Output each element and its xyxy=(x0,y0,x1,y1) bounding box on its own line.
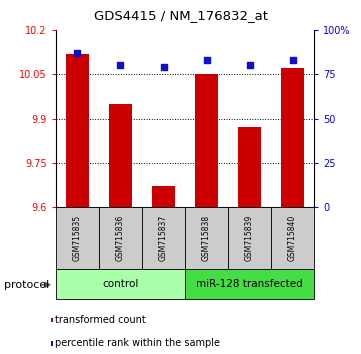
Text: transformed count: transformed count xyxy=(55,315,146,325)
Text: GSM715838: GSM715838 xyxy=(202,215,211,261)
Text: GSM715836: GSM715836 xyxy=(116,215,125,261)
Text: GSM715837: GSM715837 xyxy=(159,215,168,261)
Point xyxy=(247,63,252,68)
Text: miR-128 transfected: miR-128 transfected xyxy=(196,279,303,289)
Bar xyxy=(281,68,304,207)
Point xyxy=(75,50,81,56)
Bar xyxy=(271,207,314,269)
Bar xyxy=(152,187,175,207)
Text: percentile rank within the sample: percentile rank within the sample xyxy=(55,338,220,348)
Text: GSM715840: GSM715840 xyxy=(288,215,297,261)
Bar xyxy=(195,74,218,207)
Point xyxy=(290,57,295,63)
Bar xyxy=(56,207,99,269)
Bar xyxy=(228,207,271,269)
Text: control: control xyxy=(102,279,139,289)
Point xyxy=(204,57,209,63)
Bar xyxy=(185,207,228,269)
Bar xyxy=(99,207,142,269)
Text: GDS4415 / NM_176832_at: GDS4415 / NM_176832_at xyxy=(93,9,268,22)
Text: GSM715839: GSM715839 xyxy=(245,215,254,261)
Point xyxy=(118,63,123,68)
Bar xyxy=(185,269,314,299)
Bar xyxy=(56,269,185,299)
Text: protocol: protocol xyxy=(4,280,49,290)
Text: GSM715835: GSM715835 xyxy=(73,215,82,261)
Bar xyxy=(109,104,132,207)
Bar xyxy=(142,207,185,269)
Point xyxy=(161,64,166,70)
Bar xyxy=(238,127,261,207)
Bar xyxy=(66,54,89,207)
